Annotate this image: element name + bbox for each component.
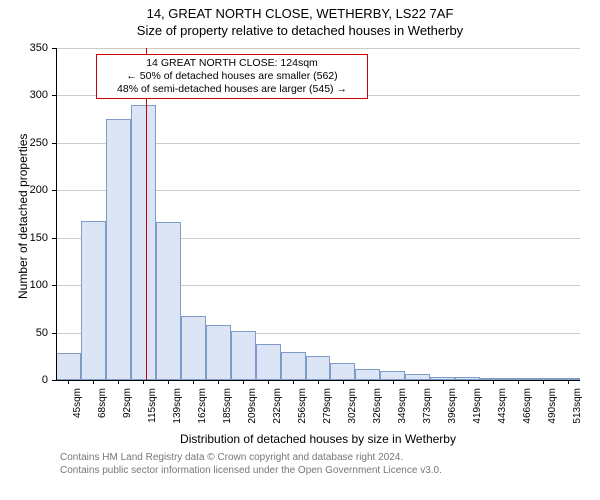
x-tick-label: 396sqm xyxy=(447,388,458,432)
annotation-line-1: 14 GREAT NORTH CLOSE: 124sqm xyxy=(103,57,361,70)
histogram-bar xyxy=(355,369,380,380)
y-axis-line xyxy=(56,48,57,380)
histogram-bar xyxy=(156,222,181,380)
y-tick-label: 50 xyxy=(18,327,48,339)
chart-title: 14, GREAT NORTH CLOSE, WETHERBY, LS22 7A… xyxy=(0,0,600,23)
x-tick-label: 256sqm xyxy=(297,388,308,432)
chart-subtitle: Size of property relative to detached ho… xyxy=(0,23,600,40)
annotation-line-3: 48% of semi-detached houses are larger (… xyxy=(103,83,361,96)
histogram-bar xyxy=(306,356,331,380)
x-tick-label: 115sqm xyxy=(147,388,158,432)
x-tick-label: 139sqm xyxy=(172,388,183,432)
x-tick-label: 162sqm xyxy=(197,388,208,432)
x-tick-label: 490sqm xyxy=(547,388,558,432)
histogram-bar xyxy=(181,316,206,381)
x-tick-label: 373sqm xyxy=(422,388,433,432)
y-tick-label: 200 xyxy=(18,184,48,196)
annotation-line-2: ← 50% of detached houses are smaller (56… xyxy=(103,70,361,83)
x-tick-label: 349sqm xyxy=(397,388,408,432)
histogram-bar xyxy=(131,105,156,380)
chart-container: { "title": "14, GREAT NORTH CLOSE, WETHE… xyxy=(0,0,600,500)
histogram-bar xyxy=(330,363,355,380)
y-axis-title: Number of detached properties xyxy=(16,134,30,299)
x-tick-label: 513sqm xyxy=(572,388,583,432)
x-tick-label: 185sqm xyxy=(222,388,233,432)
histogram-bar xyxy=(56,353,81,380)
x-tick-label: 302sqm xyxy=(347,388,358,432)
histogram-bar xyxy=(256,344,281,380)
histogram-bar xyxy=(206,325,231,380)
y-tick-label: 0 xyxy=(18,374,48,386)
x-axis-line xyxy=(56,380,580,381)
y-tick-label: 350 xyxy=(18,42,48,54)
x-tick-label: 92sqm xyxy=(122,388,133,432)
x-tick-label: 232sqm xyxy=(272,388,283,432)
x-tick-label: 326sqm xyxy=(372,388,383,432)
x-tick-label: 45sqm xyxy=(72,388,83,432)
histogram-bar xyxy=(281,352,306,380)
x-tick-label: 209sqm xyxy=(247,388,258,432)
x-tick-label: 279sqm xyxy=(322,388,333,432)
y-tick-label: 250 xyxy=(18,137,48,149)
y-tick-label: 100 xyxy=(18,279,48,291)
y-tick-label: 300 xyxy=(18,89,48,101)
footnote-text: Contains HM Land Registry data © Crown c… xyxy=(60,452,442,477)
x-tick-label: 419sqm xyxy=(472,388,483,432)
histogram-bar xyxy=(81,221,106,380)
grid-line xyxy=(56,48,580,49)
x-tick-label: 68sqm xyxy=(97,388,108,432)
y-tick-label: 150 xyxy=(18,232,48,244)
x-axis-title: Distribution of detached houses by size … xyxy=(56,432,580,446)
histogram-bar xyxy=(106,119,131,380)
histogram-bar xyxy=(231,331,256,380)
x-tick-label: 443sqm xyxy=(497,388,508,432)
histogram-bar xyxy=(380,371,405,380)
annotation-box: 14 GREAT NORTH CLOSE: 124sqm ← 50% of de… xyxy=(96,54,368,99)
x-tick-label: 466sqm xyxy=(522,388,533,432)
